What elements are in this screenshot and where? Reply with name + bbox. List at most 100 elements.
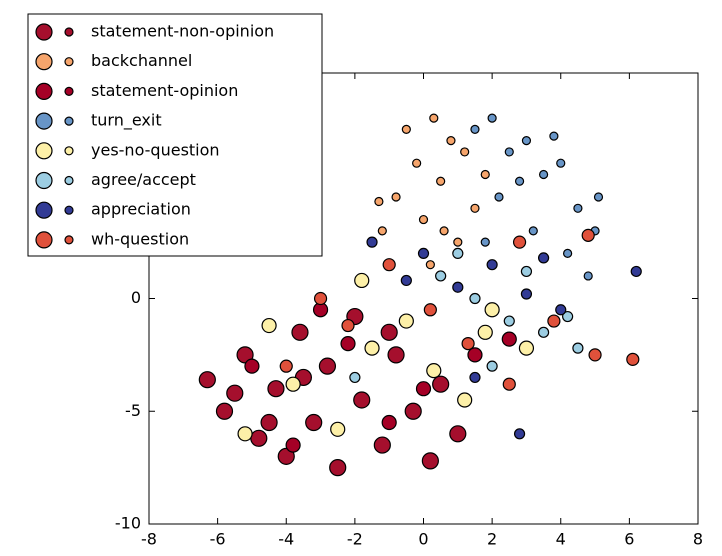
point <box>480 237 490 247</box>
point <box>404 402 422 420</box>
point <box>452 247 464 259</box>
point <box>349 371 361 384</box>
x-tick-label: -6 <box>210 530 226 549</box>
legend: statement-non-opinion backchannel statemen… <box>27 13 323 257</box>
x-tick-label: -2 <box>347 530 363 549</box>
point <box>426 363 442 379</box>
point <box>400 274 412 287</box>
legend-marker <box>64 86 74 97</box>
point <box>513 428 526 440</box>
point <box>477 324 493 340</box>
legend-marker <box>64 146 74 156</box>
y-tick-label: -10 <box>115 514 141 533</box>
legend-label: turn_exit <box>91 111 162 131</box>
point <box>318 357 337 375</box>
point <box>285 376 301 392</box>
point <box>244 358 260 374</box>
point <box>469 371 481 384</box>
point <box>415 381 432 397</box>
legend-label: wh-question <box>91 229 189 248</box>
point <box>436 176 446 186</box>
legend-marker <box>35 112 53 130</box>
point <box>581 228 595 242</box>
point <box>291 323 309 341</box>
point <box>373 436 391 454</box>
point <box>470 124 480 134</box>
point <box>504 147 514 157</box>
point <box>537 252 550 264</box>
point <box>486 360 498 372</box>
point <box>377 226 387 236</box>
x-tick-label: 0 <box>418 530 428 549</box>
legend-marker <box>35 171 53 190</box>
legend-marker <box>64 57 74 67</box>
legend-label: statement-opinion <box>91 81 238 100</box>
point <box>484 302 500 318</box>
point <box>453 237 463 247</box>
point <box>452 281 464 293</box>
point <box>236 346 254 364</box>
point <box>572 342 584 354</box>
point <box>418 214 429 225</box>
x-tick-label: 6 <box>624 530 634 549</box>
point <box>555 304 567 316</box>
point <box>470 203 480 213</box>
point <box>381 414 397 431</box>
point <box>503 315 515 327</box>
point <box>487 113 497 123</box>
point <box>340 336 356 352</box>
point <box>538 169 549 180</box>
point <box>626 352 640 366</box>
point <box>461 337 475 351</box>
point <box>501 331 517 347</box>
point <box>387 346 405 364</box>
legend-marker <box>64 175 74 186</box>
point <box>593 192 604 202</box>
point <box>425 260 435 270</box>
point <box>398 313 414 329</box>
point <box>364 340 380 356</box>
point <box>423 303 437 317</box>
point <box>556 158 566 168</box>
point <box>573 203 583 213</box>
point <box>439 226 449 236</box>
point <box>486 259 498 271</box>
point <box>279 359 293 373</box>
point <box>549 131 559 141</box>
point <box>215 402 234 420</box>
point <box>305 413 323 432</box>
point <box>354 272 370 289</box>
legend-label: statement-non-opinion <box>91 22 274 41</box>
point <box>512 235 527 249</box>
point <box>374 196 384 207</box>
point <box>528 226 538 236</box>
point <box>267 380 285 398</box>
point <box>469 292 481 305</box>
point <box>537 326 550 338</box>
point <box>330 421 346 437</box>
legend-marker <box>35 23 53 41</box>
point <box>467 347 483 363</box>
point <box>313 291 328 306</box>
point <box>412 158 422 168</box>
point <box>382 258 396 272</box>
point <box>401 124 411 134</box>
legend-label: backchannel <box>91 51 192 70</box>
point <box>353 391 371 409</box>
point <box>547 314 561 328</box>
point <box>562 310 574 323</box>
point <box>449 425 467 443</box>
y-tick-label: 0 <box>131 288 141 307</box>
point <box>480 169 490 180</box>
point <box>518 340 535 356</box>
legend-marker <box>35 82 53 101</box>
point <box>417 247 430 259</box>
point <box>520 288 533 300</box>
x-tick-label: -4 <box>278 530 294 549</box>
x-tick-label: 2 <box>487 530 497 549</box>
point <box>520 265 533 278</box>
point <box>457 392 473 408</box>
legend-marker <box>35 53 53 71</box>
legend-label: yes-no-question <box>91 140 220 159</box>
